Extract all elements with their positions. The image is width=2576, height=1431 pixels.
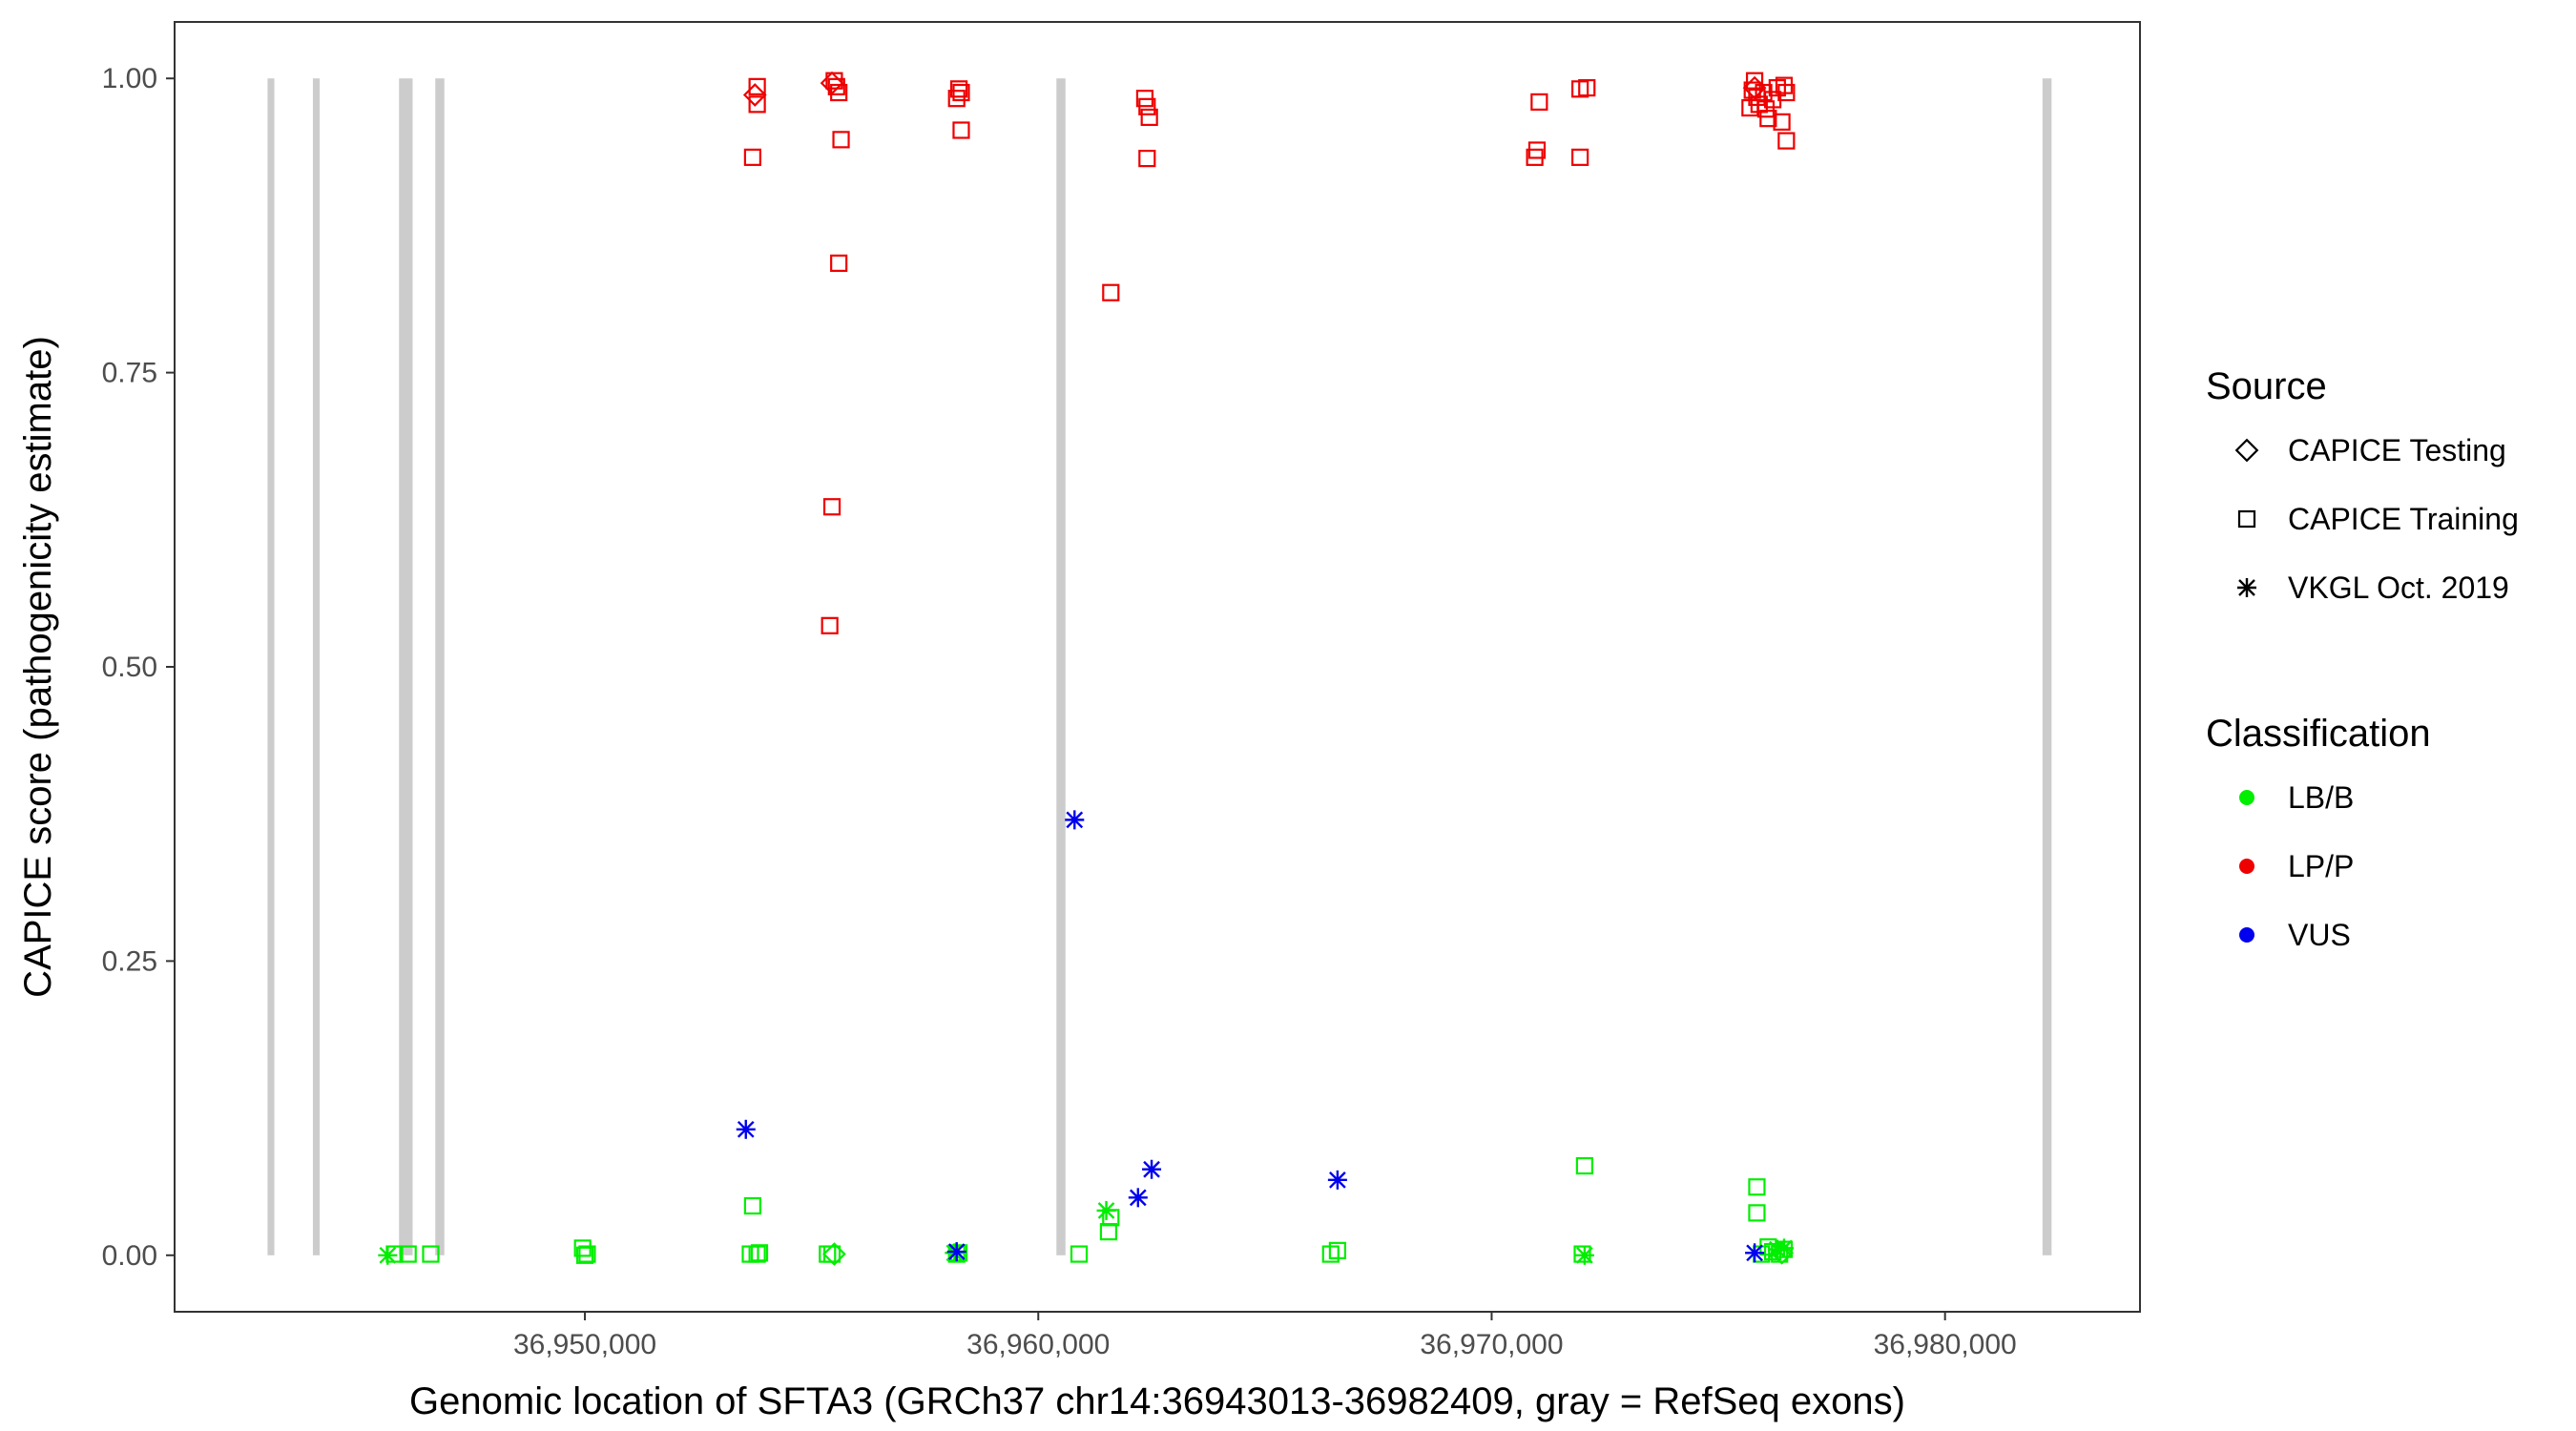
data-point-square-1-13 — [947, 90, 966, 108]
legend-dot-icon-1 — [2239, 790, 2254, 805]
legend-classification-title: Classification — [2206, 713, 2431, 755]
legend-dot-icon-2 — [2239, 859, 2254, 874]
data-point-square-3-20 — [1575, 1156, 1593, 1175]
data-point-asterisk-5-6 — [1774, 1238, 1794, 1258]
data-point-square-1-17 — [1138, 97, 1156, 115]
data-point-square-1-37 — [1773, 113, 1791, 131]
data-point-square-1-2 — [748, 95, 766, 114]
data-point-square-1-39 — [1741, 98, 1759, 117]
data-point-asterisk-6-3 — [1065, 810, 1085, 830]
data-point-square-1-11 — [949, 80, 968, 98]
data-point-square-3-15 — [1070, 1245, 1089, 1263]
x-tick-label-3: 36,970,000 — [1420, 1329, 1563, 1360]
data-point-asterisk-5-3 — [1096, 1200, 1116, 1220]
point-layer — [378, 71, 1796, 1266]
data-point-asterisk-6-2 — [946, 1242, 966, 1262]
exon-band-3 — [399, 78, 413, 1255]
data-point-square-1-7 — [832, 131, 850, 149]
y-tick-label-5: 1.00 — [102, 63, 157, 94]
x-tick-label-4: 36,980,000 — [1874, 1329, 2017, 1360]
data-point-square-1-9 — [822, 498, 841, 516]
y-axis-title: CAPICE score (pathogenicity estimate) — [17, 336, 59, 998]
data-point-square-1-36 — [1777, 83, 1796, 102]
data-point-square-1-12 — [952, 83, 970, 102]
data-point-square-1-25 — [1571, 148, 1589, 166]
data-point-square-1-20 — [1530, 93, 1548, 111]
data-point-square-3-6 — [575, 1246, 594, 1264]
data-point-square-1-5 — [827, 77, 845, 95]
data-point-square-1-8 — [830, 254, 848, 272]
legend-source-entries: CAPICE Testing CAPICE Training VKGL Oct. 2… — [2234, 433, 2519, 605]
exon-layer — [267, 78, 2052, 1255]
legend-source-label-1: CAPICE Testing — [2288, 433, 2506, 467]
data-point-diamond-2-3 — [1742, 75, 1767, 100]
data-point-square-1-15 — [1102, 283, 1120, 301]
data-point-diamond-2-2 — [820, 71, 844, 95]
data-point-square-3-22 — [1748, 1178, 1766, 1196]
legend-source-title: Source — [2206, 365, 2327, 407]
data-point-square-3-9 — [750, 1244, 769, 1262]
legend-square-icon — [2237, 509, 2256, 529]
y-tick-label-1: 0.00 — [102, 1240, 157, 1272]
y-tick-label-3: 0.50 — [102, 652, 157, 683]
data-point-asterisk-5-4 — [1574, 1245, 1594, 1265]
data-point-square-3-3 — [422, 1245, 440, 1263]
data-point-square-3-23 — [1748, 1204, 1766, 1222]
x-tick-label-1: 36,950,000 — [513, 1329, 656, 1360]
legend-classification-label-2: LP/P — [2288, 849, 2354, 883]
data-point-asterisk-6-5 — [1142, 1159, 1162, 1179]
data-point-square-3-10 — [748, 1245, 766, 1263]
data-point-square-1-19 — [1138, 149, 1156, 168]
data-point-square-3-16 — [1099, 1223, 1118, 1241]
data-point-asterisk-6-6 — [1327, 1170, 1347, 1190]
data-point-square-1-1 — [748, 77, 766, 95]
legend-dot-icon-3 — [2239, 927, 2254, 943]
legend-diamond-icon — [2234, 438, 2259, 463]
data-point-square-3-5 — [578, 1245, 596, 1263]
legend-asterisk-icon — [2237, 578, 2256, 597]
x-axis-title: Genomic location of SFTA3 (GRCh37 chr14:… — [409, 1380, 1905, 1422]
x-tick-label-2: 36,960,000 — [966, 1329, 1110, 1360]
data-point-diamond-4-1 — [822, 1242, 846, 1266]
data-point-square-3-21 — [1573, 1245, 1591, 1263]
exon-band-2 — [312, 78, 321, 1255]
x-axis: 36,950,000 36,960,000 36,970,000 36,980,000 — [513, 1312, 2017, 1360]
data-point-asterisk-6-4 — [1128, 1188, 1148, 1208]
data-point-square-1-3 — [743, 148, 761, 166]
data-point-square-3-19 — [1328, 1241, 1346, 1259]
legend-source-label-3: VKGL Oct. 2019 — [2288, 570, 2509, 605]
data-point-square-3-7 — [743, 1196, 761, 1215]
exon-band-1 — [267, 78, 275, 1255]
legend: Source CAPICE Testing CAPICE Training VKGL… — [2206, 365, 2519, 952]
y-tick-label-4: 0.75 — [102, 358, 157, 389]
legend-classification-label-1: LB/B — [2288, 780, 2354, 815]
data-point-diamond-2-1 — [742, 83, 767, 107]
data-point-square-1-14 — [952, 121, 970, 139]
data-point-square-1-38 — [1777, 132, 1796, 150]
data-point-asterisk-6-7 — [1745, 1243, 1765, 1263]
exon-band-4 — [435, 78, 445, 1255]
exon-band-5 — [1056, 78, 1066, 1255]
legend-classification-entries: LB/B LP/P VUS — [2239, 780, 2354, 952]
data-point-asterisk-5-1 — [378, 1245, 398, 1265]
y-tick-label-2: 0.25 — [102, 945, 157, 977]
data-point-asterisk-6-1 — [736, 1119, 756, 1139]
data-point-square-1-26 — [1745, 72, 1764, 90]
legend-source-label-2: CAPICE Training — [2288, 502, 2519, 536]
exon-band-6 — [2042, 78, 2052, 1255]
y-axis: 0.00 0.25 0.50 0.75 1.00 — [102, 63, 175, 1272]
legend-classification-label-3: VUS — [2288, 918, 2351, 952]
data-point-square-1-22 — [1526, 148, 1544, 166]
data-point-square-3-2 — [399, 1245, 417, 1263]
data-point-square-1-4 — [825, 72, 843, 90]
data-point-square-1-24 — [1578, 78, 1596, 97]
data-point-square-1-10 — [821, 616, 839, 634]
data-point-square-1-32 — [1759, 110, 1777, 128]
data-point-square-1-18 — [1140, 108, 1158, 127]
